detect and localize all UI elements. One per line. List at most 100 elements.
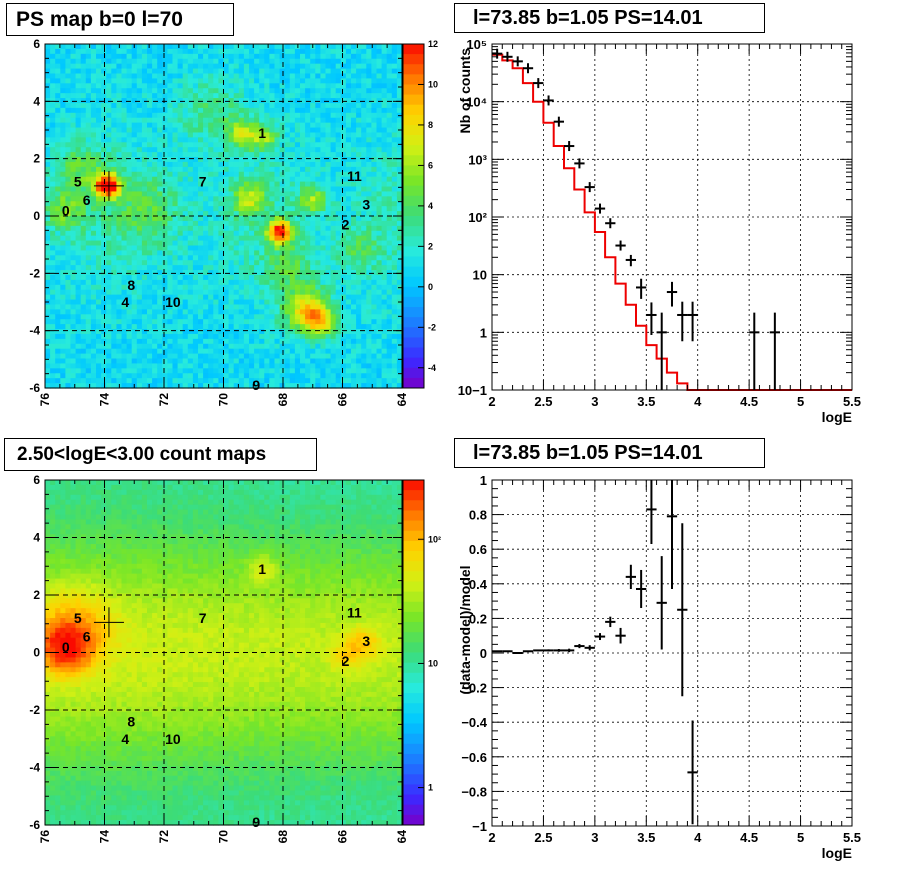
heatmap-cell [228,319,235,325]
heatmap-cell [279,117,286,124]
heatmap-cell [351,343,357,350]
heatmap-cell [294,274,301,281]
heatmap-cell [274,343,281,350]
heatmap-cell [330,201,337,207]
heatmap-cell [381,333,388,340]
heatmap-cell [121,117,128,124]
heatmap-cell [60,206,66,212]
heatmap-cell [152,122,158,129]
heatmap-cell [305,235,311,242]
heatmap-cell [203,73,209,79]
heatmap-cell [238,220,245,227]
heatmap-cell [80,333,87,340]
heatmap-cell [249,181,255,188]
heatmap-cell [366,201,372,207]
heatmap-cell [106,107,112,114]
heatmap-cell [264,338,270,345]
heatmap-cell [305,265,311,271]
heatmap-cell [70,353,77,360]
heatmap-cell [96,152,102,158]
heatmap-cell [381,338,388,345]
heatmap-cell [208,373,214,379]
heatmap-cell [213,225,219,232]
heatmap-cell [274,206,281,212]
heatmap-cell [254,147,260,153]
heatmap-cell [335,284,342,291]
heatmap-cell [264,102,270,109]
heatmap-cell [345,142,352,148]
heatmap-cell [172,181,179,188]
heatmap-cell [111,88,117,94]
heatmap-cell [340,338,347,345]
heatmap-cell [147,191,153,197]
heatmap-cell [325,117,332,124]
heatmap-cell [300,284,306,291]
heatmap-cell [289,368,296,374]
heatmap-cell [50,265,56,271]
heatmap-cell [203,157,209,163]
heatmap-cell [167,245,174,251]
heatmap-cell [187,107,194,114]
heatmap-cell [208,48,214,55]
heatmap-cell [330,299,337,306]
heatmap-cell [233,309,240,315]
heatmap-cell [177,240,184,247]
heatmap-cell [152,107,158,114]
heatmap-cell [305,176,311,183]
heatmap-cell [198,132,204,138]
heatmap-cell [345,358,352,365]
heatmap-cell [269,270,276,276]
heatmap-cell [141,353,148,360]
heatmap-cell [366,378,372,384]
heatmap-cell [75,216,82,222]
heatmap-cell [325,142,332,148]
heatmap-cell [111,383,117,389]
heatmap-cell [294,102,301,109]
heatmap-cell [121,122,128,129]
heatmap-cell [223,98,230,104]
heatmap-cell [65,279,72,286]
heatmap-cell [136,44,143,50]
heatmap-cell [305,48,311,55]
heatmap-cell [116,98,123,104]
heatmap-cell [218,107,225,114]
heatmap-cell [254,166,260,173]
heatmap-cell [208,107,214,114]
heatmap-cell [223,255,230,261]
heatmap-cell [203,383,209,389]
heatmap-cell [238,93,245,99]
heatmap-cell [315,338,321,345]
heatmap-cell [274,265,281,271]
heatmap-cell [325,284,332,291]
heatmap-cell [325,166,332,173]
heatmap-cell [274,73,281,79]
heatmap-cell [361,176,367,183]
heatmap-cell [243,147,250,153]
heatmap-cell [259,304,265,310]
heatmap-cell [310,147,316,153]
heatmap-cell [294,304,301,310]
heatmap-cell [70,235,77,242]
heatmap-cell [177,137,184,143]
heatmap-cell [70,240,77,247]
heatmap-cell [192,147,199,153]
heatmap-cell [274,157,281,163]
heatmap-cell [289,245,296,251]
heatmap-cell [116,299,123,306]
heatmap-cell [361,324,367,330]
heatmap-cell [90,284,97,291]
heatmap-cell [55,206,61,212]
heatmap-cell [213,161,219,168]
heatmap-cell [243,324,250,330]
heatmap-cell [60,58,66,65]
heatmap-cell [106,88,112,94]
heatmap-cell [238,157,245,163]
heatmap-cell [157,363,163,369]
heatmap-cell [162,206,168,212]
heatmap-cell [238,83,245,89]
heatmap-cell [75,368,82,374]
heatmap-cell [172,279,179,286]
heatmap-cell [351,147,357,153]
heatmap-cell [335,211,342,217]
heatmap-cell [136,166,143,173]
